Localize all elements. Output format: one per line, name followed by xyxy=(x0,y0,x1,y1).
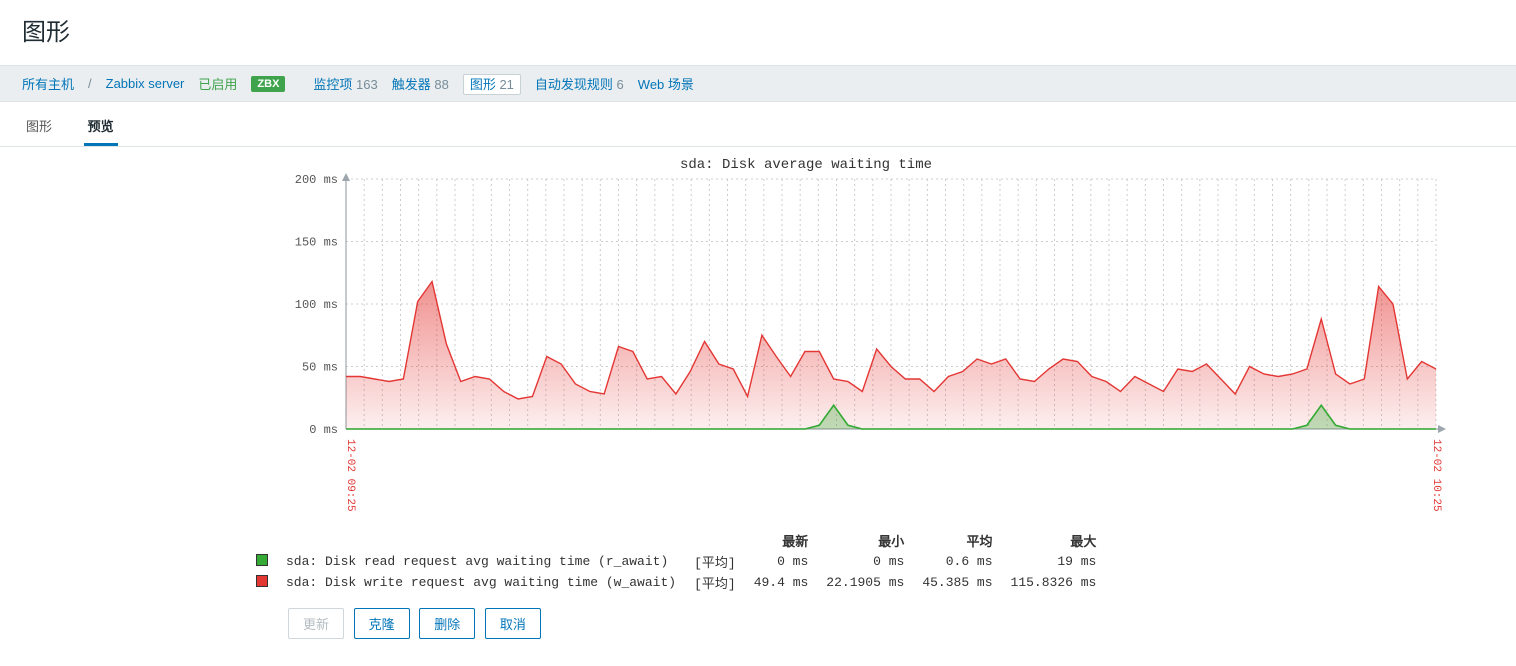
zbx-badge: ZBX xyxy=(251,76,285,92)
host-navbar: 所有主机 / Zabbix server 已启用 ZBX 监控项 163触发器 … xyxy=(0,65,1516,102)
breadcrumb-sep: / xyxy=(88,76,92,91)
legend-swatch xyxy=(256,575,268,587)
clone-button[interactable]: 克隆 xyxy=(354,608,410,639)
nav-item-4[interactable]: Web 场景 xyxy=(638,77,694,92)
svg-text:12-02 10:25: 12-02 10:25 xyxy=(1430,439,1442,512)
tab-graph[interactable]: 图形 xyxy=(22,108,56,143)
update-button: 更新 xyxy=(288,608,344,639)
svg-text:200 ms: 200 ms xyxy=(295,173,338,187)
legend-row-0: sda: Disk read request avg waiting time … xyxy=(248,552,1104,571)
svg-text:0 ms: 0 ms xyxy=(309,423,338,437)
chart-container: sda: Disk average waiting time 0 ms50 ms… xyxy=(246,157,1494,517)
svg-text:150 ms: 150 ms xyxy=(295,236,338,250)
page-title: 图形 xyxy=(22,12,1494,47)
legend-hdr-latest: 最新 xyxy=(746,531,817,550)
disk-wait-chart: 0 ms 50 ms 100 ms 150 ms 200 ms 12-02 09:25 12… xyxy=(246,157,1496,517)
svg-text:50 ms: 50 ms xyxy=(302,361,338,375)
legend-table: 最新 最小 平均 最大 sda: Disk read request avg w… xyxy=(246,529,1106,594)
legend-hdr-avg: 平均 xyxy=(914,531,1000,550)
svg-text:12-02 09:25: 12-02 09:25 xyxy=(344,439,356,512)
legend-swatch xyxy=(256,554,268,566)
legend-hdr-min: 最小 xyxy=(818,531,912,550)
delete-button[interactable]: 删除 xyxy=(419,608,475,639)
action-buttons: 更新 克隆 删除 取消 xyxy=(246,608,1494,639)
host-enabled-label: 已启用 xyxy=(198,74,237,93)
nav-item-1[interactable]: 触发器 xyxy=(392,77,431,92)
legend-hdr-max: 最大 xyxy=(1003,531,1105,550)
breadcrumb-host[interactable]: Zabbix server xyxy=(106,76,185,91)
tabs: 图形 预览 xyxy=(0,102,1516,147)
breadcrumb-all-hosts[interactable]: 所有主机 xyxy=(22,74,74,93)
legend-row-1: sda: Disk write request avg waiting time… xyxy=(248,573,1104,592)
nav-item-graphs[interactable]: 图形 21 xyxy=(463,74,521,95)
cancel-button[interactable]: 取消 xyxy=(485,608,541,639)
tab-preview[interactable]: 预览 xyxy=(84,108,118,146)
nav-item-3[interactable]: 自动发现规则 xyxy=(535,77,613,92)
chart-title: sda: Disk average waiting time xyxy=(206,157,1406,173)
svg-text:100 ms: 100 ms xyxy=(295,298,338,312)
nav-item-0[interactable]: 监控项 xyxy=(313,77,352,92)
